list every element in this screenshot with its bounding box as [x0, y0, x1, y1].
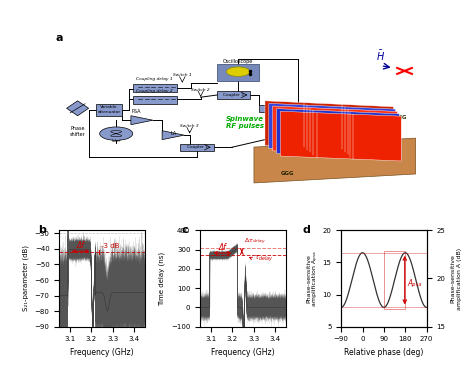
Text: Coupler 3: Coupler 3	[223, 93, 244, 97]
Text: Variable
attenuator: Variable attenuator	[97, 105, 120, 114]
Text: b: b	[38, 225, 46, 236]
Bar	[96, 104, 122, 116]
Text: a: a	[55, 33, 63, 43]
Text: Phase
shifter: Phase shifter	[70, 126, 85, 137]
Bar	[217, 64, 259, 81]
X-axis label: Relative phase (deg): Relative phase (deg)	[344, 348, 424, 357]
Polygon shape	[273, 106, 397, 156]
Text: Aₚₛₐ: Aₚₛₐ	[408, 280, 422, 288]
Bar	[133, 95, 177, 104]
Text: Spinwave
RF pulses: Spinwave RF pulses	[226, 116, 264, 130]
Text: GGG: GGG	[280, 171, 294, 177]
Polygon shape	[131, 116, 153, 125]
Text: LA: LA	[170, 131, 176, 136]
Polygon shape	[254, 138, 416, 183]
Y-axis label: Phase-sensitive
amplification Aₚₛₐ: Phase-sensitive amplification Aₚₛₐ	[306, 251, 317, 306]
Y-axis label: Time delay (ns): Time delay (ns)	[159, 251, 165, 305]
Text: Switch 2: Switch 2	[191, 88, 210, 92]
Text: Switch 3: Switch 3	[180, 124, 199, 128]
Polygon shape	[162, 131, 184, 139]
Polygon shape	[281, 111, 401, 161]
Polygon shape	[265, 101, 393, 152]
X-axis label: Frequency (GHz): Frequency (GHz)	[211, 348, 275, 357]
Text: Coupler 1: Coupler 1	[186, 145, 208, 149]
Text: d: d	[303, 225, 310, 236]
Text: c: c	[182, 225, 188, 236]
Bar	[217, 91, 250, 99]
Text: $\bar{H}$: $\bar{H}$	[376, 49, 385, 63]
Bar	[181, 143, 213, 151]
Text: Oscilloscope: Oscilloscope	[223, 59, 253, 64]
Text: YIG: YIG	[396, 115, 406, 120]
Text: $\tau_{delay}$: $\tau_{delay}$	[254, 254, 273, 264]
Text: -3 dB: -3 dB	[101, 243, 119, 249]
Text: Coupling delay 2: Coupling delay 2	[137, 89, 173, 93]
Bar	[259, 105, 292, 112]
Text: PSA: PSA	[132, 109, 141, 114]
Text: ω$_{ref}$: ω$_{ref}$	[110, 137, 122, 145]
Polygon shape	[276, 109, 399, 159]
Text: Coupling delay 1: Coupling delay 1	[137, 77, 173, 81]
Text: Coupler 2: Coupler 2	[265, 106, 286, 110]
Polygon shape	[66, 101, 89, 116]
Polygon shape	[269, 103, 395, 154]
Text: $\Delta\tau_{delay}$: $\Delta\tau_{delay}$	[244, 236, 266, 247]
Circle shape	[227, 67, 250, 76]
Y-axis label: Phase-sensitive
amplification A (dB): Phase-sensitive amplification A (dB)	[451, 247, 462, 309]
Text: Δf: Δf	[219, 243, 227, 252]
Bar	[133, 84, 177, 92]
Text: Switch 1: Switch 1	[173, 73, 191, 77]
Y-axis label: S₂₁-parameter (dB): S₂₁-parameter (dB)	[23, 246, 29, 312]
X-axis label: Frequency (GHz): Frequency (GHz)	[70, 348, 134, 357]
Text: Δf: Δf	[77, 241, 84, 250]
Circle shape	[100, 127, 133, 141]
